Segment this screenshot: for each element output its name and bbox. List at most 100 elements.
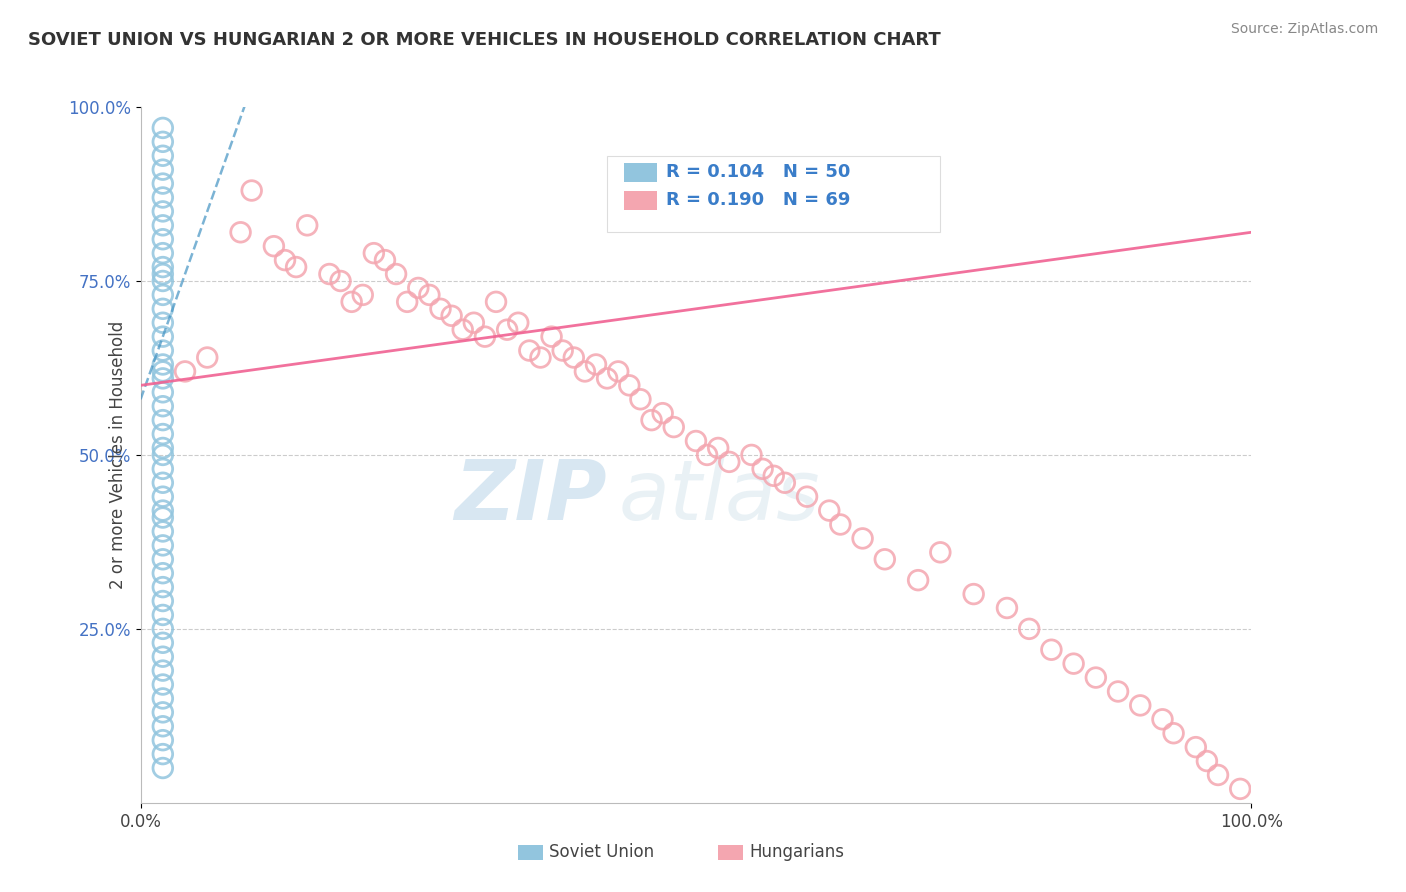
Point [152,274,174,288]
Point [152,622,174,636]
Point [1229,781,1251,796]
Point [152,490,174,504]
Point [318,267,340,281]
Point [818,503,841,517]
Point [630,392,652,407]
Point [297,219,319,233]
Point [152,649,174,664]
Point [152,232,174,246]
Point [1063,657,1085,671]
Point [240,184,263,198]
Point [195,351,218,365]
Point [451,323,474,337]
Point [285,260,308,274]
Point [1195,754,1218,768]
Point [152,594,174,608]
Point [152,538,174,552]
Text: Soviet Union: Soviet Union [550,843,654,861]
Point [152,747,174,761]
Point [562,351,585,365]
Point [152,219,174,233]
Text: Hungarians: Hungarians [749,843,844,861]
Point [152,329,174,343]
Point [152,427,174,442]
Point [773,475,796,490]
Point [352,288,374,302]
Point [152,301,174,316]
Point [152,761,174,775]
Point [1206,768,1229,782]
Point [929,545,952,559]
FancyBboxPatch shape [519,845,543,860]
Point [551,343,574,358]
FancyBboxPatch shape [624,191,657,210]
Point [619,378,641,392]
Point [152,441,174,455]
Point [152,190,174,204]
Point [152,246,174,260]
Point [152,204,174,219]
Point [1018,622,1040,636]
Point [529,351,551,365]
Point [152,358,174,372]
Point [540,329,562,343]
Point [152,733,174,747]
Point [685,434,707,448]
Point [152,636,174,650]
Point [152,462,174,476]
Point [174,364,197,378]
Point [152,706,174,720]
Point [340,294,363,309]
Point [152,503,174,517]
Point [152,316,174,330]
Point [873,552,896,566]
Point [274,253,297,268]
Text: R = 0.104   N = 50: R = 0.104 N = 50 [666,162,851,181]
Text: atlas: atlas [619,456,820,537]
Point [662,420,685,434]
Point [852,532,875,546]
Point [396,294,419,309]
Point [152,267,174,281]
Point [263,239,285,253]
Point [463,316,485,330]
Text: Source: ZipAtlas.com: Source: ZipAtlas.com [1230,22,1378,37]
Point [152,413,174,427]
Point [596,371,619,385]
Point [152,524,174,539]
Point [152,510,174,524]
Point [517,343,540,358]
Point [1107,684,1129,698]
Point [1163,726,1185,740]
Point [152,664,174,678]
Point [152,135,174,149]
Point [418,288,440,302]
Point [152,260,174,274]
Point [496,323,519,337]
Point [152,149,174,163]
Point [408,281,430,295]
Point [707,441,730,455]
FancyBboxPatch shape [718,845,742,860]
Point [152,552,174,566]
Point [574,364,596,378]
Point [152,448,174,462]
Point [152,399,174,413]
Point [963,587,986,601]
Point [1152,712,1174,726]
Point [152,719,174,733]
Point [995,601,1018,615]
Point [1084,671,1107,685]
Point [1184,740,1206,755]
Point [1129,698,1152,713]
Point [585,358,607,372]
Point [474,329,496,343]
Point [718,455,741,469]
Point [152,475,174,490]
Point [751,462,773,476]
Point [152,343,174,358]
Point [1040,642,1063,657]
Text: R = 0.190   N = 69: R = 0.190 N = 69 [666,191,851,209]
Point [229,225,252,239]
Point [152,288,174,302]
